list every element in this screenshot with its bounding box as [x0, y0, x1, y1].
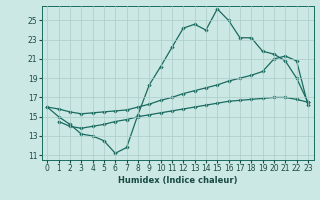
- X-axis label: Humidex (Indice chaleur): Humidex (Indice chaleur): [118, 176, 237, 185]
